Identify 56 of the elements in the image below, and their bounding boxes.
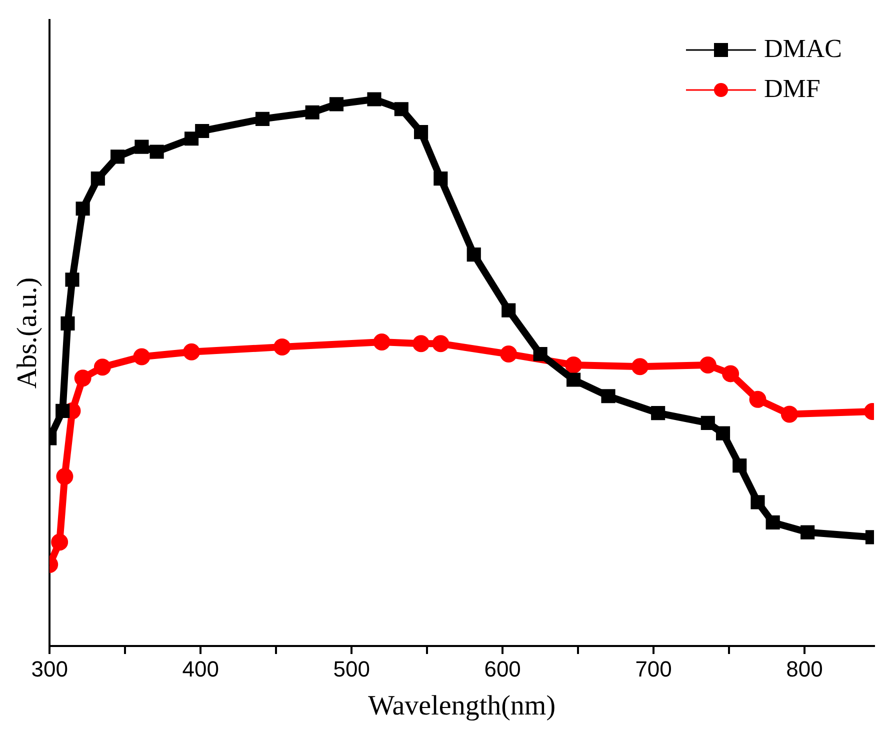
point [732, 458, 747, 473]
point [94, 358, 111, 376]
x-tick-label: 500 [333, 656, 370, 682]
x-tick-label: 700 [635, 656, 672, 682]
point [51, 534, 68, 551]
point [502, 303, 516, 318]
x-tick-label: 800 [786, 656, 823, 682]
point [434, 172, 448, 186]
point [565, 356, 582, 374]
point [601, 389, 616, 404]
point [412, 335, 430, 352]
point [133, 348, 150, 366]
point [466, 248, 481, 262]
y-axis-title: Abs.(a.u.) [12, 277, 44, 389]
point [500, 346, 518, 363]
x-tick-label: 600 [484, 656, 521, 682]
point [183, 343, 200, 360]
point [750, 495, 765, 510]
point [76, 202, 90, 216]
point [90, 172, 105, 186]
point [414, 125, 428, 140]
point [56, 468, 74, 486]
point [631, 358, 648, 376]
point [274, 338, 291, 356]
point [255, 112, 270, 126]
point [700, 416, 715, 430]
point [749, 390, 766, 408]
point [110, 150, 125, 164]
legend-label: DMAC [764, 34, 842, 63]
point [65, 272, 80, 287]
point [800, 525, 815, 540]
point [329, 97, 344, 112]
point [722, 365, 740, 382]
point [367, 92, 382, 106]
point [533, 347, 548, 362]
point [699, 356, 716, 374]
point [195, 124, 210, 138]
point [566, 372, 581, 387]
legend-label: DMF [764, 74, 820, 103]
point [60, 316, 75, 330]
x-axis-title: Wavelength(nm) [368, 690, 556, 722]
x-tick-label: 300 [31, 656, 68, 682]
point [74, 370, 92, 387]
point [134, 140, 149, 154]
point [716, 426, 730, 440]
point [651, 406, 666, 420]
point [373, 334, 390, 351]
x-tick-label: 400 [182, 656, 219, 682]
point [766, 515, 780, 530]
point [150, 144, 164, 159]
point [432, 335, 450, 352]
point [394, 102, 408, 116]
point [780, 406, 798, 423]
point [184, 132, 199, 146]
point [56, 404, 70, 418]
point [305, 105, 320, 120]
